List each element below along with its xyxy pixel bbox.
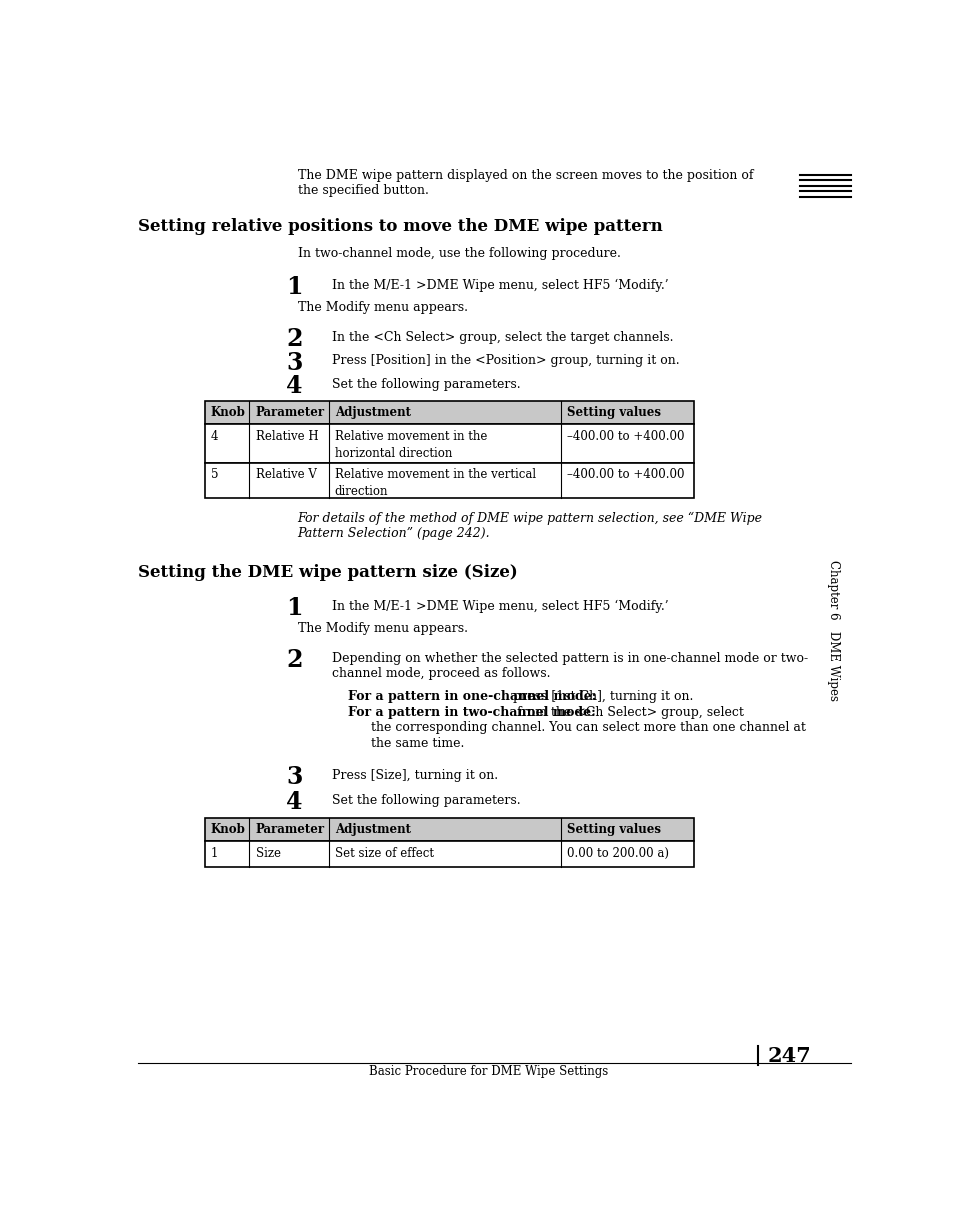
Text: For a pattern in one-channel mode:: For a pattern in one-channel mode: bbox=[348, 690, 596, 703]
Text: Basic Procedure for DME Wipe Settings: Basic Procedure for DME Wipe Settings bbox=[369, 1065, 608, 1077]
Text: 1: 1 bbox=[211, 846, 218, 859]
Bar bbox=[204, 424, 694, 463]
Text: Setting the DME wipe pattern size (Size): Setting the DME wipe pattern size (Size) bbox=[137, 564, 517, 581]
Text: Setting relative positions to move the DME wipe pattern: Setting relative positions to move the D… bbox=[137, 218, 662, 235]
Text: Parameter: Parameter bbox=[255, 406, 324, 419]
Text: 3: 3 bbox=[286, 350, 302, 375]
Text: 5: 5 bbox=[211, 468, 218, 481]
Text: Press [Position] in the <Position> group, turning it on.: Press [Position] in the <Position> group… bbox=[332, 354, 679, 367]
Text: For a pattern in two-channel mode:: For a pattern in two-channel mode: bbox=[348, 705, 595, 719]
Text: Parameter: Parameter bbox=[255, 823, 324, 836]
Text: Setting values: Setting values bbox=[567, 406, 660, 419]
Text: The Modify menu appears.: The Modify menu appears. bbox=[297, 622, 467, 635]
Text: 1: 1 bbox=[286, 275, 302, 299]
Text: Setting values: Setting values bbox=[567, 823, 660, 836]
Text: Set the following parameters.: Set the following parameters. bbox=[332, 794, 520, 807]
Text: Relative H: Relative H bbox=[255, 430, 318, 442]
Text: 4: 4 bbox=[286, 790, 302, 814]
Text: the same time.: the same time. bbox=[371, 737, 464, 750]
Bar bbox=[204, 841, 694, 868]
Text: In the M/E-1 >DME Wipe menu, select HF5 ‘Modify.’: In the M/E-1 >DME Wipe menu, select HF5 … bbox=[332, 600, 668, 613]
Text: –400.00 to +400.00: –400.00 to +400.00 bbox=[567, 430, 684, 442]
Text: Relative movement in the vertical
direction: Relative movement in the vertical direct… bbox=[335, 468, 536, 498]
Text: 4: 4 bbox=[286, 375, 302, 399]
Text: Knob: Knob bbox=[211, 406, 245, 419]
Text: Pattern Selection” (page 242).: Pattern Selection” (page 242). bbox=[297, 527, 490, 541]
Text: 0.00 to 200.00 a): 0.00 to 200.00 a) bbox=[567, 846, 668, 859]
Text: Relative V: Relative V bbox=[255, 468, 316, 481]
Text: 2: 2 bbox=[286, 327, 302, 351]
Text: Size: Size bbox=[255, 846, 280, 859]
Text: 1: 1 bbox=[286, 596, 302, 621]
Bar bbox=[204, 463, 694, 498]
Text: channel mode, proceed as follows.: channel mode, proceed as follows. bbox=[332, 667, 550, 680]
Text: the corresponding channel. You can select more than one channel at: the corresponding channel. You can selec… bbox=[371, 721, 805, 734]
Bar bbox=[204, 818, 694, 841]
Text: In two-channel mode, use the following procedure.: In two-channel mode, use the following p… bbox=[297, 247, 619, 261]
Text: For details of the method of DME wipe pattern selection, see “DME Wipe: For details of the method of DME wipe pa… bbox=[297, 513, 761, 526]
Text: The Modify menu appears.: The Modify menu appears. bbox=[297, 301, 467, 314]
Text: the specified button.: the specified button. bbox=[297, 183, 428, 196]
Bar bbox=[204, 401, 694, 424]
Text: –400.00 to +400.00: –400.00 to +400.00 bbox=[567, 468, 684, 481]
Text: from the <Ch Select> group, select: from the <Ch Select> group, select bbox=[513, 705, 743, 719]
Text: 2: 2 bbox=[286, 648, 302, 671]
Text: Adjustment: Adjustment bbox=[335, 823, 411, 836]
Text: Depending on whether the selected pattern is in one-channel mode or two-: Depending on whether the selected patter… bbox=[332, 652, 807, 665]
Text: Relative movement in the
horizontal direction: Relative movement in the horizontal dire… bbox=[335, 430, 487, 459]
Text: 4: 4 bbox=[211, 430, 218, 442]
Text: press [1st Ch], turning it on.: press [1st Ch], turning it on. bbox=[509, 690, 693, 703]
Text: Adjustment: Adjustment bbox=[335, 406, 411, 419]
Text: Press [Size], turning it on.: Press [Size], turning it on. bbox=[332, 770, 498, 782]
Text: In the M/E-1 >DME Wipe menu, select HF5 ‘Modify.’: In the M/E-1 >DME Wipe menu, select HF5 … bbox=[332, 279, 668, 292]
Text: Chapter 6   DME Wipes: Chapter 6 DME Wipes bbox=[826, 560, 840, 702]
Text: In the <Ch Select> group, select the target channels.: In the <Ch Select> group, select the tar… bbox=[332, 331, 673, 344]
Text: Set size of effect: Set size of effect bbox=[335, 846, 434, 859]
Text: 3: 3 bbox=[286, 765, 302, 789]
Text: 247: 247 bbox=[766, 1046, 810, 1065]
Text: The DME wipe pattern displayed on the screen moves to the position of: The DME wipe pattern displayed on the sc… bbox=[297, 168, 752, 182]
Text: Set the following parameters.: Set the following parameters. bbox=[332, 378, 520, 391]
Text: Knob: Knob bbox=[211, 823, 245, 836]
